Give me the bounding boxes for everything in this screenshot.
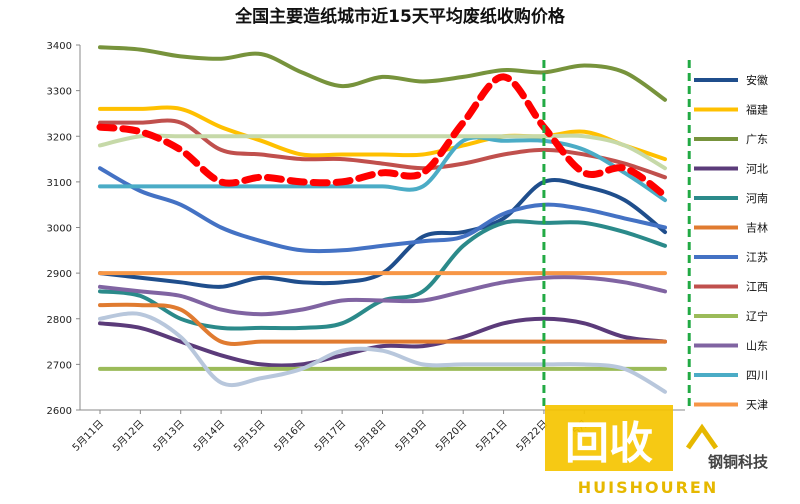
x-tick-label: 5月16日 (272, 418, 308, 454)
chart-title: 全国主要造纸城市近15天平均废纸收购价格 (234, 6, 566, 27)
series-line (98, 177, 667, 289)
series-line (98, 166, 667, 254)
legend-label: 河南 (746, 192, 768, 205)
legend-label: 广东 (746, 133, 768, 146)
watermark: 回收 HUISHOUREN 钢铜科技 (545, 405, 769, 497)
x-tick-label: 5月18日 (352, 418, 388, 454)
series-line (98, 316, 667, 368)
legend-label: 福建 (746, 103, 768, 117)
legend-label: 江西 (746, 281, 768, 294)
y-tick-label: 2800 (47, 315, 72, 326)
y-tick-label: 3100 (47, 178, 72, 189)
series-line (98, 133, 667, 171)
watermark-side-text: 钢铜科技 (708, 453, 769, 471)
legend-label: 四川 (746, 369, 768, 382)
x-tick-label: 5月12日 (110, 418, 146, 454)
legend-label: 山东 (746, 340, 768, 353)
series-line (98, 275, 667, 317)
series-line (98, 135, 667, 203)
x-tick-label: 5月19日 (393, 418, 429, 454)
legend-label: 安徽 (746, 73, 768, 87)
y-tick-label: 3000 (47, 224, 72, 235)
series-line (98, 311, 667, 394)
x-tick-label: 5月14日 (191, 418, 227, 454)
y-tick-label: 3200 (47, 132, 72, 143)
reference-lines (542, 60, 691, 410)
legend-label: 河北 (746, 163, 768, 176)
y-tick-label: 2700 (47, 360, 72, 371)
plot-area (80, 45, 685, 410)
legend-label: 辽宁 (746, 309, 768, 323)
legend-label: 天津 (746, 399, 768, 412)
y-tick-label: 2900 (47, 269, 72, 280)
series-line (96, 73, 669, 200)
x-tick-label: 5月21日 (474, 418, 510, 454)
x-tick-label: 5月17日 (312, 418, 348, 454)
series-line (98, 302, 667, 346)
watermark-logo-bg (545, 405, 673, 471)
series-line (98, 105, 667, 162)
watermark-logo-text: 回收 (565, 418, 653, 469)
x-tick-label: 5月20日 (433, 418, 469, 454)
series-line (98, 118, 667, 180)
x-tick-label: 5月13日 (151, 418, 187, 454)
x-tick-label: 5月15日 (231, 418, 267, 454)
legend-label: 江苏 (746, 251, 768, 264)
x-tick-label: 5月22日 (514, 418, 550, 454)
y-tick-label: 2600 (47, 406, 72, 417)
watermark-brand-text: HUISHOUREN (578, 478, 718, 497)
legend-label: 吉林 (746, 221, 768, 235)
y-tick-label: 3300 (47, 87, 72, 98)
series-layer (96, 45, 669, 394)
y-tick-label: 3400 (47, 41, 72, 52)
watermark-mountain-icon (685, 423, 719, 450)
series-line (98, 45, 667, 102)
x-tick-label: 5月11日 (70, 418, 106, 454)
